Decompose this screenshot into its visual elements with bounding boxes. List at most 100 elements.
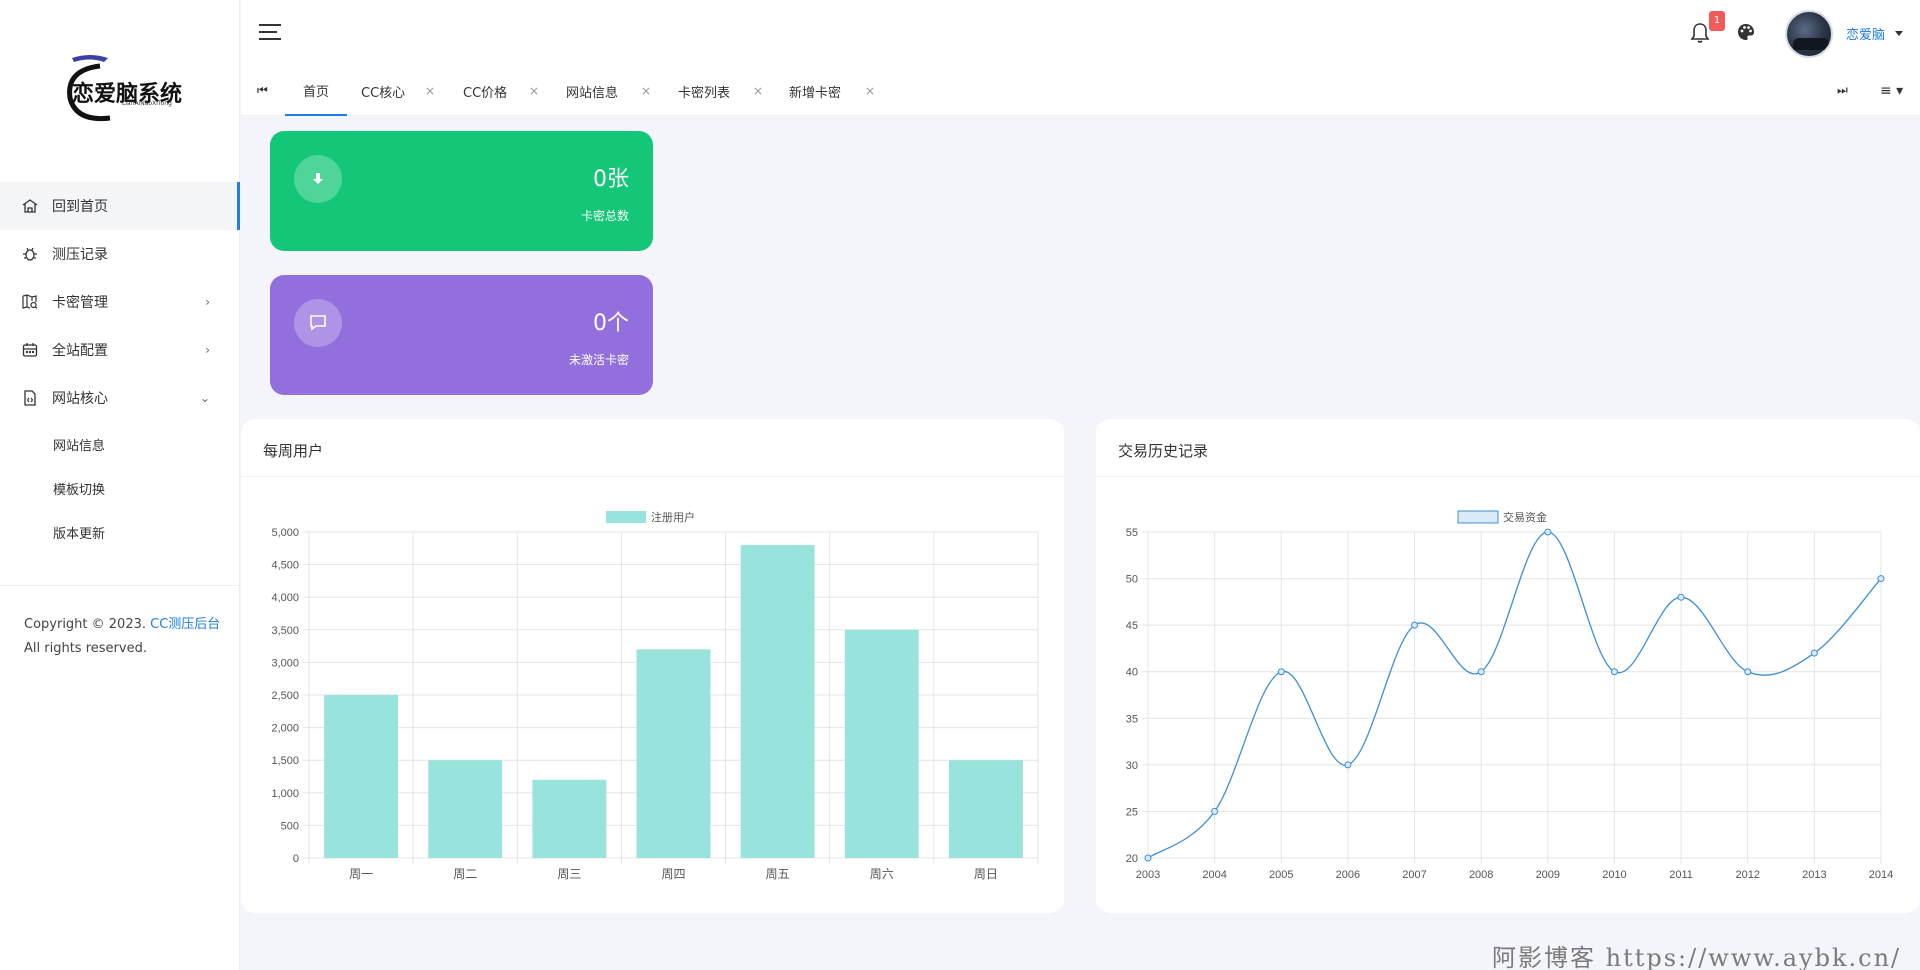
tab-cc-core[interactable]: CC核心 ×	[361, 66, 435, 116]
tab-card-list[interactable]: 卡密列表 ×	[678, 66, 763, 116]
sidebar-item-site-core[interactable]: 网站核心 ⌄	[0, 374, 240, 422]
stat-value: 0个	[593, 311, 629, 336]
copyright: Copyright © 2023. CC测压后台 All rights rese…	[24, 613, 220, 661]
sidebar-item-card-manage[interactable]: 卡密管理 ›	[0, 278, 240, 326]
sidebar-submenu: 网站信息 模板切换 版本更新	[0, 422, 240, 554]
y-tick-label: 3,000	[271, 657, 299, 669]
tab-bar: ⏮ 首页 CC核心 × CC价格 × 网站信息 × 卡密列表 × 新增卡密 × …	[241, 66, 1920, 116]
tab-close-icon[interactable]: ×	[529, 84, 540, 98]
top-header: 1 恋爱脑	[241, 0, 1920, 66]
sidebar-item-label: 测压记录	[52, 247, 108, 263]
sidebar-subitem-label: 版本更新	[53, 526, 106, 542]
chevron-right-icon: ›	[205, 343, 210, 357]
data-point	[1810, 649, 1818, 657]
tab-cc-price[interactable]: CC价格 ×	[463, 66, 539, 116]
bar	[948, 760, 1023, 858]
data-point	[1544, 528, 1552, 536]
sidebar-item-site-config[interactable]: 全站配置 ›	[0, 326, 240, 374]
x-tick-label: 周一	[349, 867, 373, 881]
bar	[428, 760, 503, 858]
tab-label: CC价格	[463, 85, 508, 101]
y-tick-label: 40	[1126, 667, 1138, 679]
avatar[interactable]	[1785, 10, 1833, 58]
legend-label: 注册用户	[651, 510, 695, 524]
tab-close-icon[interactable]: ×	[753, 84, 764, 98]
y-tick-label: 50	[1126, 574, 1138, 586]
tab-close-icon[interactable]: ×	[641, 84, 652, 98]
x-tick-label: 2014	[1869, 869, 1893, 881]
sidebar-item-home[interactable]: 回到首页	[0, 182, 240, 230]
data-point	[1610, 668, 1618, 676]
tab-site-info[interactable]: 网站信息 ×	[566, 66, 651, 116]
x-tick-label: 2005	[1269, 869, 1293, 881]
y-tick-label: 1,500	[271, 755, 299, 767]
x-tick-label: 周三	[557, 867, 581, 881]
stat-label: 卡密总数	[580, 209, 629, 223]
map-search-icon	[22, 294, 38, 310]
copyright-line2: All rights reserved.	[24, 641, 147, 656]
tab-add-card[interactable]: 新增卡密 ×	[789, 66, 875, 116]
x-tick-label: 2006	[1336, 869, 1360, 881]
watermark: 阿影博客 https://www.aybk.cn/	[1492, 944, 1902, 970]
tab-home[interactable]: 首页	[285, 66, 347, 116]
transaction-history-line-chart: 20 25 30 35 40 45 50 55 2003 2004 2005 2006 2007 2008…	[1126, 510, 1893, 881]
logo[interactable]: 恋爱脑系统 LianAiNaoXiTong	[60, 48, 183, 126]
x-tick-label: 2004	[1202, 869, 1226, 881]
bug-icon	[22, 246, 38, 262]
data-point	[1277, 668, 1285, 676]
data-point	[1211, 807, 1219, 815]
bell-icon[interactable]	[1690, 22, 1710, 44]
card-title: 每周用户	[263, 442, 324, 460]
x-tick-label: 2011	[1669, 869, 1693, 881]
sidebar-subitem-version-update[interactable]: 版本更新	[0, 510, 240, 554]
transaction-history-card: 交易历史记录 20 25 30 35 40 45 50 55 2003 2004 2005 2006 2…	[1096, 419, 1920, 913]
y-tick-label: 4,500	[271, 560, 299, 572]
message-icon	[294, 299, 342, 347]
card-divider	[241, 476, 1064, 477]
x-tick-label: 周五	[766, 867, 790, 881]
home-icon	[22, 198, 38, 214]
y-tick-label: 30	[1126, 760, 1138, 772]
y-tick-label: 2,000	[271, 723, 299, 735]
y-tick-label: 55	[1126, 527, 1138, 539]
sidebar: 恋爱脑系统 LianAiNaoXiTong 回到首页 测压记录 卡密管理 ›	[0, 0, 240, 970]
tab-close-icon[interactable]: ×	[865, 84, 876, 98]
copyright-link[interactable]: CC测压后台	[150, 617, 221, 632]
caret-down-icon[interactable]	[1895, 31, 1903, 36]
x-tick-label: 周六	[870, 867, 894, 881]
chevron-right-icon: ›	[205, 295, 210, 309]
sidebar-subitem-site-info[interactable]: 网站信息	[0, 422, 240, 466]
series-line	[1147, 531, 1882, 859]
palette-icon[interactable]	[1736, 22, 1756, 42]
menu-toggle-icon[interactable]	[259, 24, 281, 42]
file-code-icon	[22, 390, 38, 406]
tab-label: 网站信息	[566, 85, 619, 101]
sidebar-subitem-label: 模板切换	[53, 482, 106, 498]
sidebar-item-records[interactable]: 测压记录	[0, 230, 240, 278]
tab-label: CC核心	[361, 85, 406, 101]
data-point	[1477, 668, 1485, 676]
stat-label: 未激活卡密	[568, 353, 629, 367]
tab-last-button[interactable]: ⏭	[1837, 83, 1848, 97]
x-tick-label: 2007	[1402, 869, 1426, 881]
bar	[324, 695, 399, 858]
y-tick-label: 4,000	[271, 592, 299, 604]
tab-first-button[interactable]: ⏮	[257, 83, 268, 97]
legend-swatch	[1457, 510, 1499, 524]
x-tick-label: 周四	[661, 867, 685, 881]
weekly-users-bar-chart: 0 500 1,000 1,500 2,000 2,500 3,000 3,500 4,000 4…	[271, 510, 1039, 881]
tab-menu-button[interactable]: ≡ ▾	[1880, 83, 1904, 99]
calendar-icon	[22, 342, 38, 358]
tab-close-icon[interactable]: ×	[425, 84, 436, 98]
sidebar-item-label: 回到首页	[52, 199, 108, 215]
tab-label: 首页	[302, 84, 329, 100]
data-point	[1411, 621, 1419, 629]
bar	[740, 545, 815, 858]
username[interactable]: 恋爱脑	[1846, 28, 1886, 43]
logo-text: 恋爱脑系统	[72, 82, 183, 107]
y-tick-label: 20	[1126, 853, 1138, 865]
bar	[532, 779, 607, 858]
sidebar-subitem-template-switch[interactable]: 模板切换	[0, 466, 240, 510]
y-tick-label: 35	[1126, 713, 1138, 725]
x-tick-label: 2009	[1536, 869, 1560, 881]
